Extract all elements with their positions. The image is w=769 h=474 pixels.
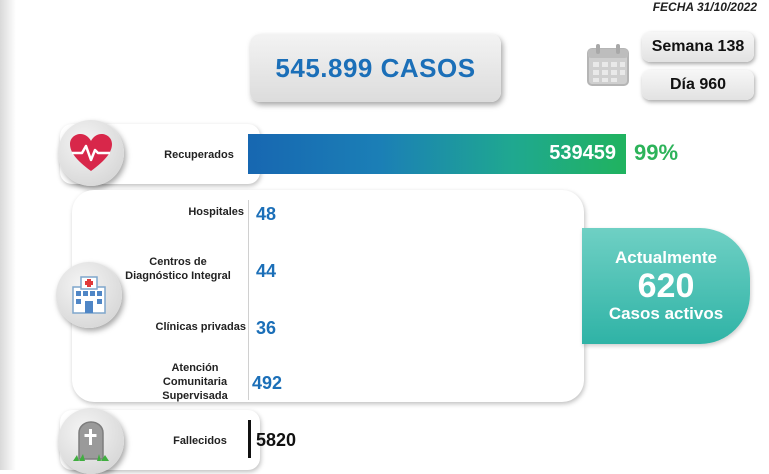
location-label-hospitals: Hospitales: [188, 206, 244, 218]
location-label-private-clinics: Clínicas privadas: [155, 321, 247, 333]
locations-divider: [248, 200, 249, 400]
recovered-percent: 99%: [634, 140, 679, 165]
tombstone-icon: [58, 408, 124, 474]
location-value-community: 492: [252, 373, 283, 393]
report-date: FECHA 31/10/2022: [652, 0, 757, 14]
week-text: Semana 138: [651, 38, 745, 55]
day-badge: Día 960: [642, 70, 754, 100]
deceased-value: 5820: [256, 430, 297, 450]
location-value-cdi: 44: [256, 261, 277, 281]
heart-icon: [58, 120, 124, 186]
recovered-bar: 539459: [248, 134, 626, 174]
active-line2: Casos activos: [608, 304, 724, 323]
location-value-hospitals: 48: [256, 204, 277, 224]
recovered-value: 539459: [549, 142, 616, 164]
active-cases-card: Actualmente 620 Casos activos: [582, 228, 750, 344]
location-value-private-clinics: 36: [256, 318, 277, 338]
locations-panel: [72, 190, 584, 402]
total-cases-card: 545.899 CASOS: [250, 34, 501, 102]
deceased-label: Fallecidos: [173, 435, 227, 447]
location-label-community: Atención Comunitaria Supervisada: [162, 362, 228, 402]
calendar-icon: [585, 42, 631, 88]
location-label-cdi: Centros de Diagnóstico Integral: [125, 256, 231, 282]
week-badge: Semana 138: [642, 32, 754, 62]
left-edge-shade: [0, 0, 16, 470]
hospital-icon: [56, 262, 122, 328]
active-number: 620: [637, 267, 695, 305]
active-line1: Actualmente: [614, 248, 718, 267]
recovered-label: Recuperados: [164, 149, 234, 161]
day-text: Día 960: [669, 76, 727, 93]
deceased-marker: [248, 420, 251, 458]
total-cases-text: 545.899 CASOS: [275, 52, 476, 83]
